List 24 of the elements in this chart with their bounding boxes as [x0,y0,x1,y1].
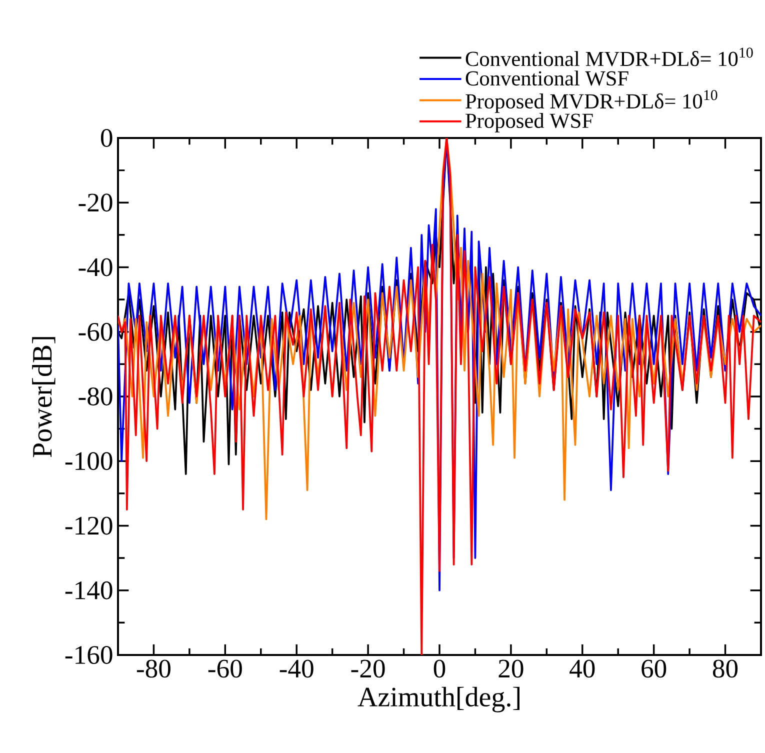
y-tick-label: -140 [65,581,112,600]
legend-label: Proposed WSF [466,113,593,132]
y-tick-label: -20 [78,194,112,212]
x-tick-label: 40 [570,660,595,678]
y-tick-label: -120 [65,516,112,535]
x-tick-label: 0 [434,660,446,678]
x-tick-label: 80 [712,660,738,678]
legend-label: Proposed MVDR+DLδ= 10$^{10}$ [466,90,718,113]
legend-label: Conventional WSF [466,70,628,86]
y-axis-title: Power[dB] [32,337,56,458]
y-tick-label: -160 [65,646,112,664]
y-tick-label: -100 [65,452,112,470]
legend-label: Conventional MVDR+DLδ= 10$^{10}$ [466,48,753,66]
x-tick-label: -40 [280,660,314,678]
y-tick-label: -80 [78,387,112,406]
y-tick-label: -60 [78,322,112,341]
x-tick-label: 60 [642,660,666,678]
y-tick-label: 0 [100,128,112,147]
x-tick-label: -60 [208,660,242,678]
x-tick-label: -80 [136,660,170,678]
y-tick-label: -40 [78,258,112,276]
x-tick-label: 20 [498,660,524,678]
x-tick-label: -20 [351,660,385,678]
x-axis-title: Azimuth[deg.] [358,686,520,712]
